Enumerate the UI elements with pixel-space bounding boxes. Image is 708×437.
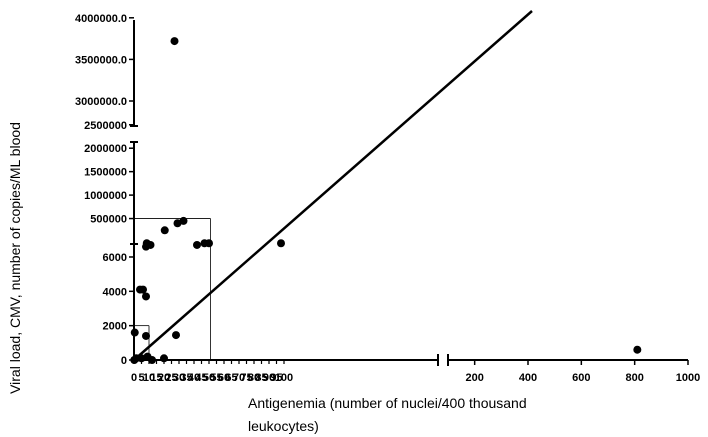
y-tick-label: 1000000: [84, 190, 127, 202]
data-point: [142, 331, 150, 340]
x-tick-label: 40: [188, 372, 200, 384]
y-tick-label: 2000000: [84, 143, 127, 155]
x-tick-label: 800: [625, 372, 643, 384]
y-tick-label: 0: [121, 355, 127, 367]
x-tick-label: 90: [263, 372, 275, 384]
x-tick-label: 85: [255, 372, 267, 384]
y-tick-label: 1500000: [84, 167, 127, 179]
y-tick-label: 2000: [103, 321, 127, 333]
x-tick-label: 60: [218, 372, 230, 384]
data-point: [160, 354, 168, 363]
y-tick-label: 3000000.0: [75, 96, 127, 108]
x-tick-label: 35: [180, 372, 192, 384]
x-tick-label: 95: [270, 372, 282, 384]
data-point: [148, 356, 156, 364]
data-point: [173, 219, 182, 228]
y-tick-label: 4000: [103, 286, 127, 298]
y-tick-label: 6000: [103, 252, 127, 264]
x-tick-label: 0: [131, 372, 137, 384]
data-point: [170, 37, 179, 46]
regression-line: [133, 10, 533, 361]
x-tick-label: 100: [275, 372, 293, 384]
data-point: [633, 345, 642, 354]
x-tick-label: 400: [519, 372, 537, 384]
data-point: [193, 240, 201, 249]
x-tick-label: 10: [143, 372, 155, 384]
y-tick-label: 2500000: [84, 120, 127, 132]
x-tick-label: 5: [138, 372, 144, 384]
x-tick-label: 25: [165, 372, 177, 384]
x-tick-label: 50: [203, 372, 215, 384]
y-axis-title: Viral load, CMV, number of copies/ML blo…: [7, 122, 23, 394]
data-point: [137, 354, 146, 363]
x-tick-label: 200: [465, 372, 483, 384]
x-tick-label: 70: [233, 372, 245, 384]
data-point: [146, 240, 155, 249]
x-tick-label: 65: [225, 372, 237, 384]
data-point: [139, 285, 147, 294]
x-axis-title-line-1: Antigenemia (number of nuclei/400 thousa…: [248, 395, 527, 411]
x-tick-label: 30: [173, 372, 185, 384]
data-point: [130, 328, 139, 337]
data-point: [160, 226, 169, 235]
x-tick-label: 15: [150, 372, 162, 384]
regression-line-group: [133, 10, 533, 361]
data-point: [172, 331, 180, 340]
x-tick-label: 1000: [676, 372, 700, 384]
y-tick-label: 3500000.0: [75, 54, 127, 66]
data-point: [179, 216, 188, 225]
data-point: [277, 239, 285, 248]
x-tick-label: 600: [572, 372, 590, 384]
x-tick-label: 20: [158, 372, 170, 384]
tick-labels: 0200040006000500000100000015000002000000…: [75, 13, 700, 384]
x-tick-label: 55: [210, 372, 222, 384]
y-tick-label: 500000: [90, 214, 127, 226]
y-tick-label: 4000000.0: [75, 13, 127, 25]
x-tick-label: 45: [195, 372, 207, 384]
x-axis-title-line-2: leukocytes): [248, 418, 319, 434]
axes: [129, 17, 689, 366]
data-point: [142, 292, 150, 301]
x-tick-label: 75: [240, 372, 252, 384]
x-tick-label: 80: [248, 372, 260, 384]
data-point: [205, 239, 213, 248]
data-points: [130, 37, 642, 364]
